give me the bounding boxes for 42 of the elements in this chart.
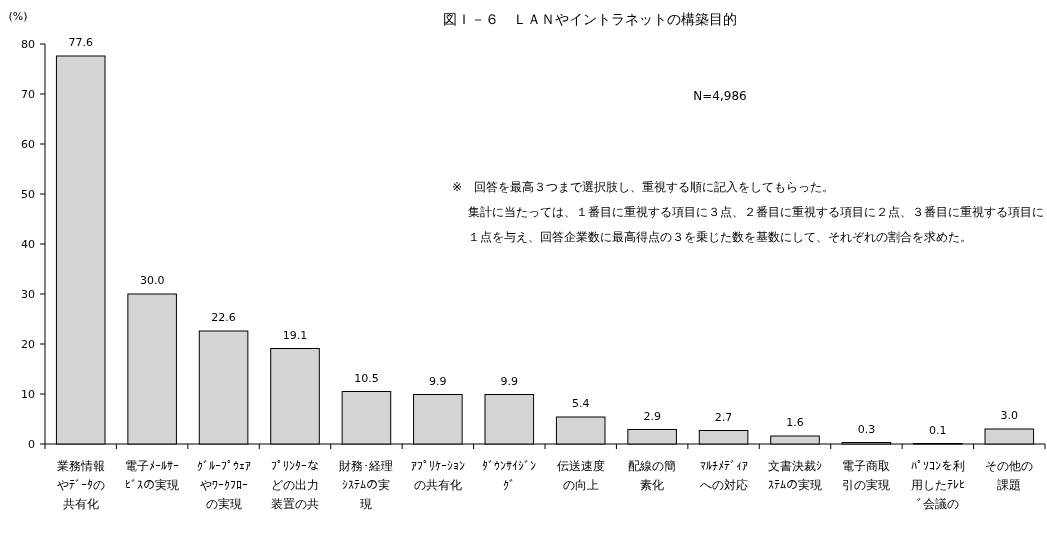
- x-tick-label: 電子ﾒｰﾙｻｰﾋﾞｽの実現: [125, 459, 180, 492]
- data-label: 9.9: [500, 374, 519, 388]
- y-tick-label: 50: [21, 188, 35, 201]
- data-label: 5.4: [571, 397, 590, 410]
- y-tick-label: 30: [21, 288, 35, 301]
- y-tick-label: 40: [21, 238, 35, 251]
- y-tick-label: 0: [28, 438, 35, 451]
- annotation: ※ 回答を最高３つまで選択肢し、重視する順に記入をしてもらった。: [452, 180, 835, 194]
- x-tick-label: 配線の簡素化: [628, 459, 677, 492]
- x-tick-label: ﾏﾙﾁﾒﾃﾞｨｱへの対応: [699, 459, 748, 492]
- data-label: 9.9: [429, 374, 447, 388]
- x-tick-label: ﾀﾞｳﾝｻｲｼﾞﾝｸﾞ: [482, 459, 537, 492]
- chart-title: 図Ｉ－６ ＬＡＮやイントラネットの構築目的: [443, 11, 737, 27]
- y-tick-label: 70: [21, 88, 35, 101]
- data-label: 30.0: [139, 274, 165, 287]
- x-tick-label: ｱﾌﾟﾘｹｰｼｮﾝの共有化: [410, 459, 465, 492]
- y-tick-label: 10: [21, 388, 35, 401]
- x-tick-label: 文書決裁ｼｽﾃﾑの実現: [768, 459, 822, 492]
- data-label: 3.0: [1000, 409, 1019, 422]
- x-tick-label: その他の課題: [985, 459, 1034, 492]
- x-tick-label: 電子商取引の実現: [842, 459, 891, 492]
- x-tick-label: 財務･経理ｼｽﾃﾑの実現: [339, 459, 394, 511]
- y-tick-label: 80: [21, 38, 35, 51]
- data-label: 2.9: [643, 409, 661, 423]
- annotation: N=4,986: [693, 89, 747, 103]
- data-label: 19.1: [282, 328, 308, 342]
- data-label: 0.1: [929, 423, 947, 437]
- x-tick-label: ﾌﾟﾘﾝﾀｰなどの出力装置の共: [271, 459, 319, 511]
- x-tick-label: ｸﾞﾙｰﾌﾟｳｪｱやﾜｰｸﾌﾛｰの実現: [196, 459, 251, 511]
- data-label: 0.3: [857, 422, 876, 436]
- y-tick-label: 60: [21, 138, 35, 151]
- x-tick-label: ﾊﾟｿｺﾝを利用したﾃﾚﾋﾞ会議の: [910, 459, 965, 511]
- x-tick-label: 業務情報やﾃﾞｰﾀの共有化: [56, 459, 105, 511]
- x-tick-label: 伝送速度の向上: [556, 459, 605, 492]
- y-tick-label: 20: [21, 338, 35, 351]
- data-label: 22.6: [211, 311, 236, 324]
- annotation: 集計に当たっては、１番目に重視する項目に３点、２番目に重視する項目に２点、３番目に重視する項目に１点を与え、回答企業数に最高得点の３を乗じた数を基数にして、それぞれの割合を求めた。: [468, 205, 1044, 244]
- data-label: 1.6: [786, 416, 804, 429]
- data-label: 77.6: [68, 36, 93, 49]
- y-axis-title: (%): [8, 10, 28, 23]
- data-label: 2.7: [714, 410, 733, 424]
- data-label: 10.5: [354, 371, 379, 385]
